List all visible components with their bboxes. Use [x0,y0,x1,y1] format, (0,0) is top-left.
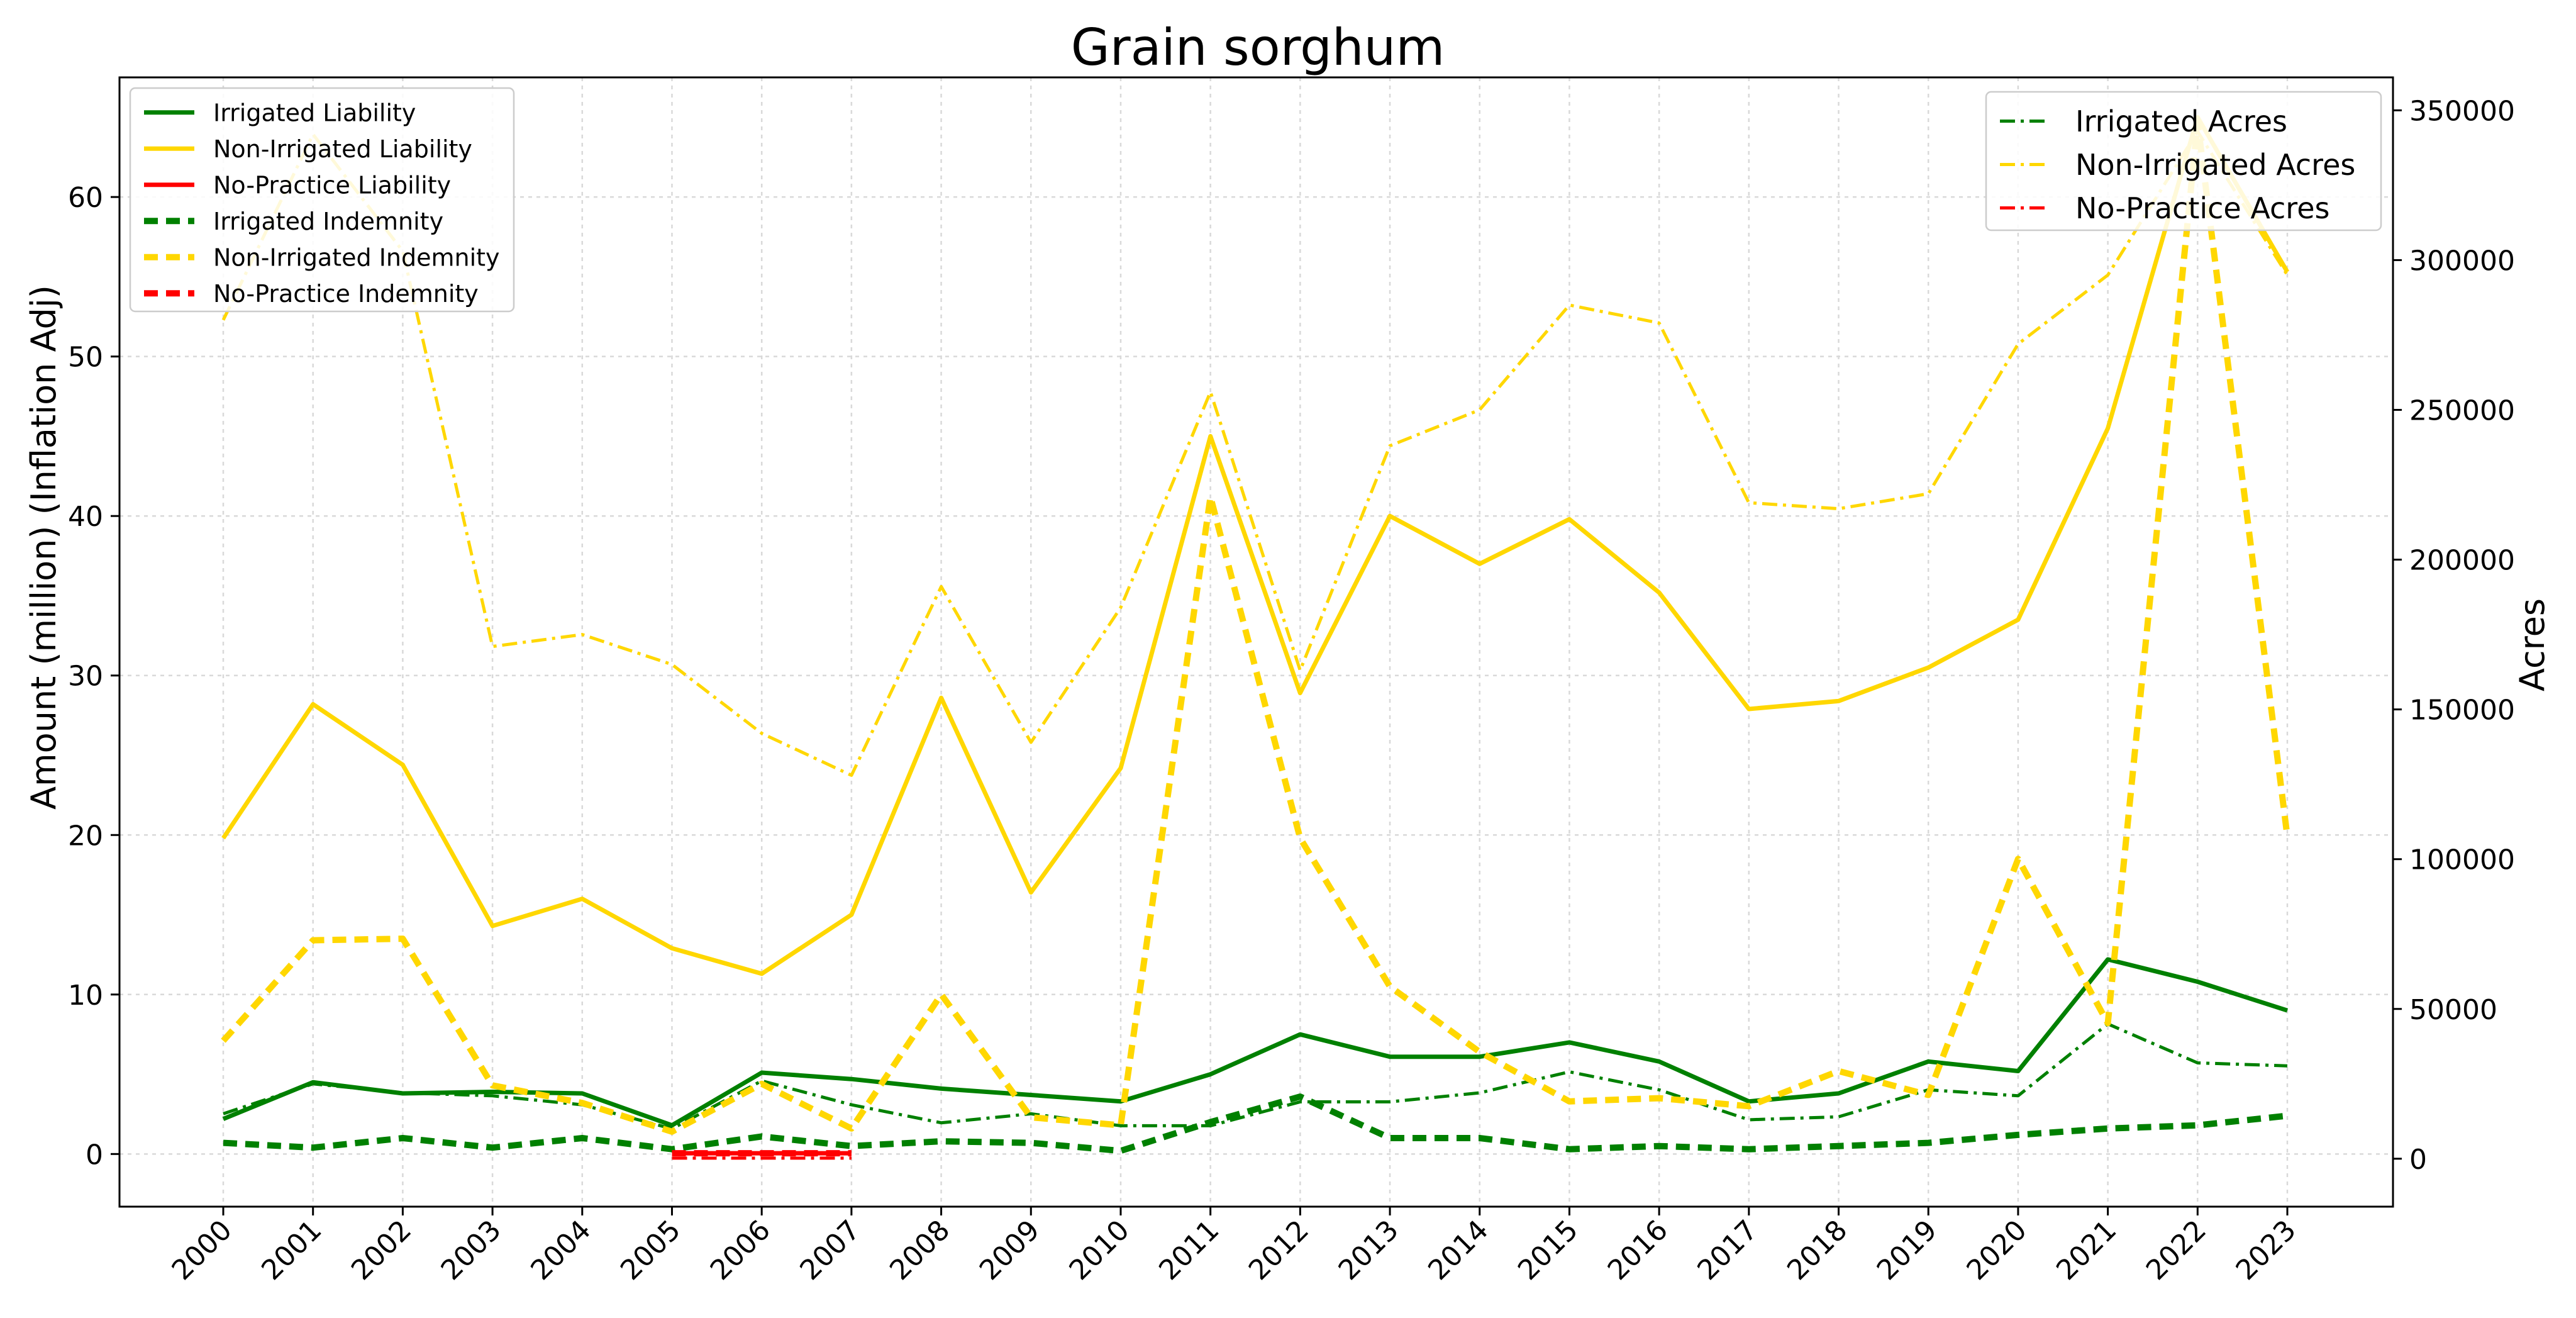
series-non-irrigated-acres [221,130,2289,777]
legend-label: Irrigated Liability [213,99,416,126]
y-tick-label-right: 300000 [2409,245,2515,277]
plot-frame [118,76,2394,1208]
y-tick-label-right: 0 [2409,1144,2427,1176]
x-tick-label: 2016 [1602,1214,1674,1287]
x-tick-label: 2021 [2050,1214,2123,1287]
y-axis-label-right: Acres [2512,598,2552,691]
y-tick-label-right: 100000 [2409,844,2515,876]
x-tick-label: 2002 [345,1214,418,1287]
y-tick-label-left: 40 [68,501,103,533]
y-tick-label-right: 150000 [2409,695,2515,727]
x-tick-label: 2013 [1333,1214,1405,1287]
x-tick-label: 2014 [1422,1214,1494,1287]
x-tick-label: 2004 [525,1214,597,1287]
x-tick-label: 2010 [1063,1214,1135,1287]
x-tick-label: 2015 [1512,1214,1584,1287]
x-tick-label: 2000 [166,1214,238,1287]
legend-label: Non-Irrigated Liability [213,135,472,163]
x-tick-label: 2020 [1960,1214,2033,1287]
y-tick-label-right: 250000 [2409,395,2515,427]
x-tick-label: 2001 [255,1214,328,1287]
legend-box [129,87,515,313]
legend-acres: Irrigated Acres Non-Irrigated Acres No-Pra… [1985,91,2382,232]
x-tick-label: 2022 [2140,1214,2212,1287]
x-tick-label: 2017 [1691,1214,1763,1287]
series-irrigated-liability [222,957,2289,1128]
y-tick-label-left: 0 [86,1139,103,1171]
grid [119,77,2393,1207]
x-tick-label: 2009 [974,1214,1046,1287]
legend-label: No-Practice Acres [2075,191,2329,225]
series-non-irrigated-indemnity [221,119,2290,1135]
legend-label: No-Practice Indemnity [213,280,479,308]
x-tick-label: 2008 [884,1214,956,1287]
legend-label: Non-Irrigated Indemnity [213,243,500,271]
y-tick-label-left: 60 [68,182,103,214]
x-tick-label: 2007 [794,1214,866,1287]
x-tick-label: 2003 [435,1214,508,1287]
axes [111,76,2402,1215]
y-tick-label-right: 200000 [2409,545,2515,577]
chart-title: Grain sorghum [1071,18,1445,77]
x-tick-label: 2011 [1153,1214,1225,1287]
legend-label: Irrigated Indemnity [213,208,443,235]
y-tick-label-left: 50 [68,342,103,374]
x-tick-label: 2023 [2230,1214,2302,1287]
legend-label: Non-Irrigated Acres [2075,148,2355,182]
series-irrigated-acres [223,1022,2288,1131]
legend-label: Irrigated Acres [2075,104,2287,138]
legend-box [1985,91,2382,232]
series-irrigated-indemnity [223,1093,2288,1154]
x-tick-label: 2012 [1243,1214,1315,1287]
series-lines [221,114,2290,1160]
y-tick-label-left: 30 [68,661,103,693]
x-tick-label: 2006 [704,1214,777,1287]
y-axis-label-left: Amount (million) (Inflation Adj) [24,285,64,810]
legend-label: No-Practice Liability [213,171,451,199]
y-tick-label-left: 20 [68,820,103,852]
x-tick-label: 2019 [1871,1214,1943,1287]
x-tick-label: 2005 [614,1214,687,1287]
y-tick-label-right: 350000 [2409,95,2515,127]
x-tick-label: 2018 [1781,1214,1853,1287]
y-tick-label-left: 10 [68,980,103,1012]
y-tick-label-right: 50000 [2409,994,2497,1026]
series-non-irrigated-liability [221,114,2290,976]
legend-liability-indemnity: Irrigated Liability Non-Irrigated Liabili… [129,87,515,313]
